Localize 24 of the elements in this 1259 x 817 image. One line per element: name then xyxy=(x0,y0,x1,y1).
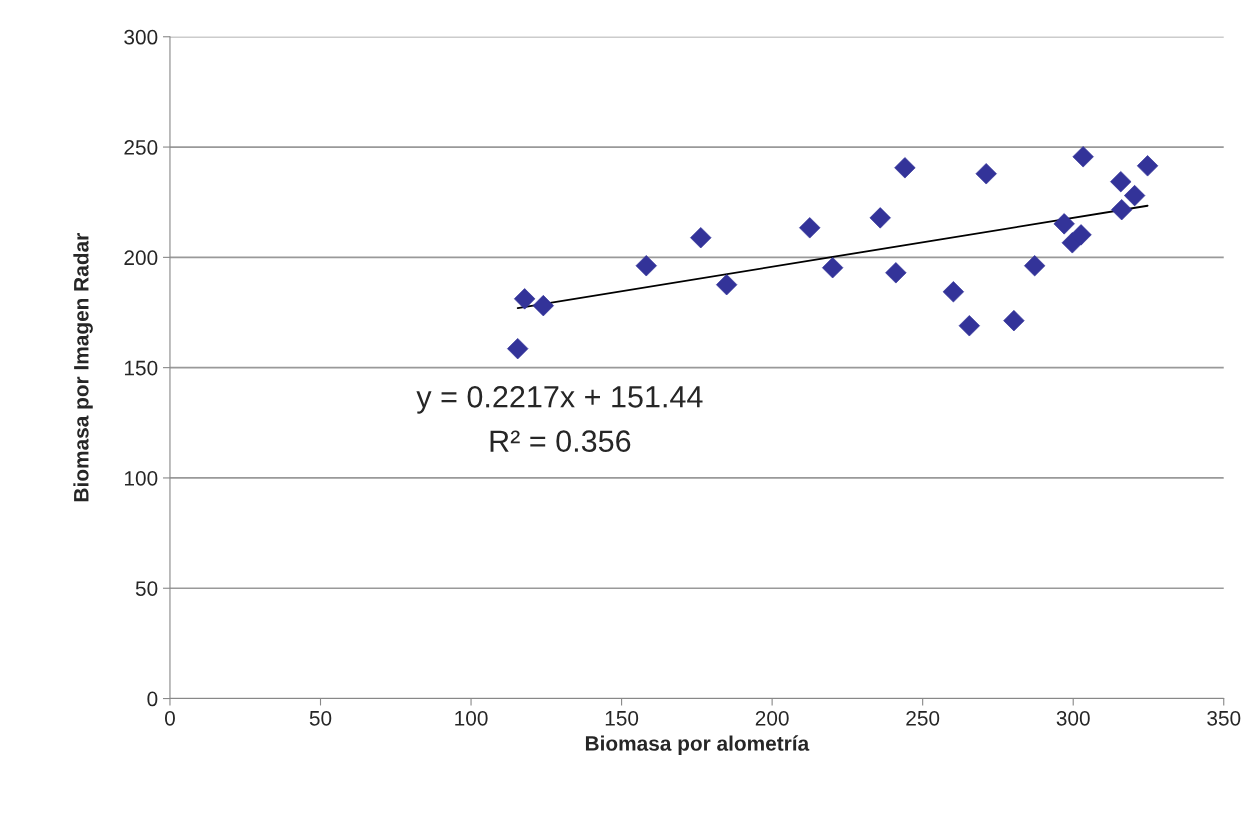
point xyxy=(1053,213,1075,235)
y-axis-title: Biomasa por Imagen Radar xyxy=(73,233,93,502)
point xyxy=(513,288,536,310)
x-tick-label: 100 xyxy=(455,710,488,726)
y-tick-label: 100 xyxy=(124,470,158,486)
y-tick-label: 200 xyxy=(124,250,158,266)
x-tick-label: 350 xyxy=(1207,710,1241,726)
point xyxy=(1136,155,1159,177)
y-tick-label: 300 xyxy=(124,29,158,45)
x-axis-title: Biomasa por alometría xyxy=(585,735,810,755)
y-tick-label: 150 xyxy=(124,360,158,376)
point xyxy=(532,295,554,317)
x-tick-label: 0 xyxy=(164,710,175,726)
x-tick-label: 250 xyxy=(906,710,940,726)
annotation: R² = 0.356 xyxy=(490,430,631,452)
y-tick-label: 0 xyxy=(147,691,158,707)
y-tick-label: 50 xyxy=(135,581,158,596)
y-tick-label: 250 xyxy=(124,140,158,155)
x-tick-label: 150 xyxy=(605,710,639,726)
x-tick-label: 50 xyxy=(309,710,332,726)
x-tick-label: 300 xyxy=(1056,710,1090,726)
x-tick-label: 200 xyxy=(755,710,789,726)
annotation: y = 0.2217x + 151.44 xyxy=(416,386,703,414)
point xyxy=(1123,184,1146,207)
